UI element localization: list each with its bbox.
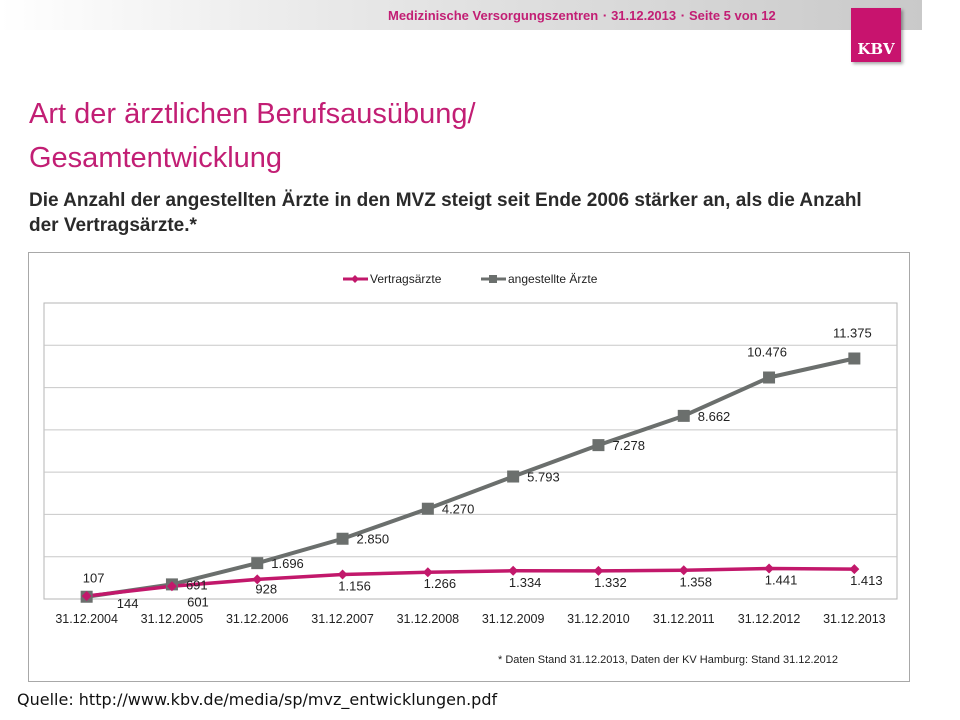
page-title-line2: Gesamtentwicklung: [29, 142, 283, 174]
point-angestellte: [592, 439, 605, 452]
header-topic: Medizinische Versorgungszentren: [388, 8, 599, 23]
x-tick-label: 31.12.2006: [226, 612, 289, 626]
legend-label-angestellte: angestellte Ärzte: [508, 272, 598, 286]
legend-label-vertragsaerzte: Vertragsärzte: [370, 272, 442, 286]
x-tick-label: 31.12.2004: [55, 612, 118, 626]
x-tick-label: 31.12.2005: [141, 612, 204, 626]
page-title-line1: Art der ärztlichen Berufsausübung/: [29, 98, 476, 130]
point-vertragsaerzte: [81, 590, 92, 601]
point-vertragsaerzte: [337, 569, 348, 580]
point-vertragsaerzte: [764, 563, 775, 574]
data-label-vertragsaerzte: 928: [255, 581, 277, 596]
point-vertragsaerzte: [422, 567, 433, 578]
point-vertragsaerzte: [678, 565, 689, 576]
point-vertragsaerzte: [166, 581, 177, 592]
x-tick-label: 31.12.2008: [397, 612, 460, 626]
chart-frame: [28, 252, 910, 682]
data-label-vertragsaerzte: 1.334: [509, 575, 542, 590]
point-angestellte: [677, 409, 690, 422]
source-note: Quelle: http://www.kbv.de/media/sp/mvz_e…: [17, 690, 498, 709]
series-line-vertragsaerzte: [86, 566, 855, 598]
page-title: Art der ärztlichen Berufsausübung/ Gesam…: [29, 92, 476, 180]
slide-header: Medizinische Versorgungszentren ▪ 31.12.20…: [388, 8, 776, 23]
data-label-angestellte: 5.793: [527, 470, 560, 485]
page-subtitle: Die Anzahl der angestellten Ärzte in den…: [29, 190, 862, 236]
plot-area: [43, 302, 898, 600]
data-label-angestellte: 8.662: [698, 409, 731, 424]
legend-marker-angestellte: [489, 275, 497, 283]
data-label-angestellte: 107: [83, 571, 105, 586]
x-tick-label: 31.12.2009: [482, 612, 545, 626]
x-tick-label: 31.12.2010: [567, 612, 630, 626]
header-separator: ▪: [681, 11, 684, 20]
data-label-angestellte: 10.476: [747, 345, 787, 360]
point-angestellte: [848, 352, 861, 365]
point-vertragsaerzte: [252, 574, 263, 585]
data-label-vertragsaerzte: 1.358: [679, 574, 712, 589]
point-angestellte: [763, 371, 776, 384]
data-label-vertragsaerzte: 144: [117, 596, 139, 611]
data-label-angestellte: 691: [186, 577, 208, 592]
legend-marker-vertragsaerzte: [351, 275, 359, 283]
chart-footnote: * Daten Stand 31.12.2013, Daten der KV H…: [498, 654, 839, 666]
x-tick-label: 31.12.2011: [653, 612, 715, 626]
data-label-vertragsaerzte: 1.156: [338, 579, 371, 594]
data-label-angestellte: 4.270: [442, 502, 475, 517]
data-label-vertragsaerzte: 1.441: [765, 573, 798, 588]
x-tick-label: 31.12.2013: [823, 612, 886, 626]
point-vertragsaerzte: [508, 565, 519, 576]
point-vertragsaerzte: [849, 564, 860, 575]
header-date: 31.12.2013: [611, 8, 677, 23]
series-line-angestellte: [86, 356, 855, 599]
point-angestellte: [421, 502, 434, 515]
point-vertragsaerzte: [593, 565, 604, 576]
x-tick-label: 31.12.2012: [738, 612, 801, 626]
point-angestellte: [251, 557, 264, 570]
data-label-vertragsaerzte: 601: [187, 594, 209, 609]
data-label-angestellte: 11.375: [833, 326, 872, 341]
point-angestellte: [507, 470, 520, 483]
data-label-angestellte: 7.278: [612, 438, 645, 453]
top-bar: Medizinische Versorgungszentren ▪ 31.12.20…: [0, 0, 922, 30]
data-label-vertragsaerzte: 1.413: [850, 573, 883, 588]
header-separator: ▪: [603, 11, 607, 20]
header-page: Seite 5 von 12: [688, 8, 776, 23]
point-angestellte: [336, 532, 349, 545]
data-label-vertragsaerzte: 1.332: [594, 575, 627, 590]
data-label-angestellte: 1.696: [271, 556, 304, 571]
kbv-logo: KBV: [851, 8, 901, 62]
data-label-angestellte: 2.850: [357, 532, 390, 547]
x-tick-label: 31.12.2007: [311, 612, 374, 626]
data-label-vertragsaerzte: 1.266: [424, 576, 457, 591]
